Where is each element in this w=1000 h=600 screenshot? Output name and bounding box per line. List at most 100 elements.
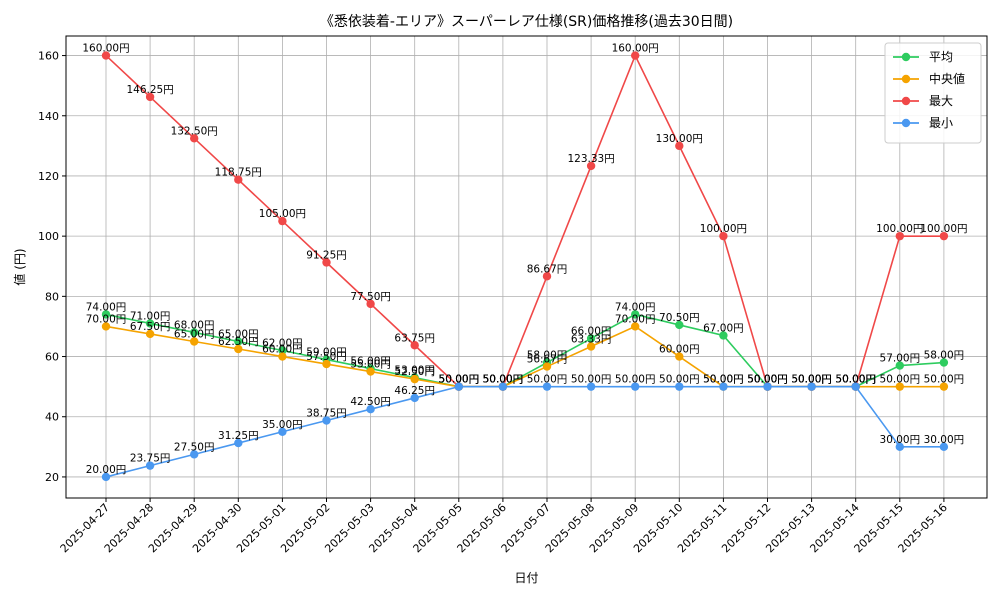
data-point (278, 427, 287, 436)
series-1: 70.00円67.50円65.00円62.50円60.00円57.50円55.0… (86, 313, 965, 391)
data-label: 86.67円 (527, 263, 568, 275)
data-label: 130.00円 (656, 133, 703, 145)
plot-frame (65, 35, 988, 499)
data-label: 50.00円 (747, 374, 788, 386)
data-label: 65.00円 (174, 328, 215, 340)
legend-label: 最大 (929, 94, 953, 108)
data-label: 50.00円 (747, 374, 788, 386)
data-label: 118.75円 (215, 167, 262, 179)
data-label: 91.25円 (306, 249, 347, 261)
y-tick-label: 160 (38, 50, 59, 63)
data-label: 50.00円 (747, 374, 788, 386)
data-point (675, 320, 684, 330)
data-point (586, 382, 596, 391)
y-axis-label: 値 (円) (12, 248, 27, 285)
data-point (101, 51, 111, 60)
data-label: 50.00円 (791, 374, 832, 386)
data-label: 50.00円 (835, 374, 876, 386)
data-label: 53.00円 (394, 365, 435, 377)
legend-label: 中央値 (929, 71, 965, 86)
data-label: 55.00円 (350, 359, 391, 371)
data-label: 100.00円 (876, 223, 923, 235)
data-point (631, 310, 640, 319)
data-point (763, 382, 772, 391)
data-label: 67.50円 (130, 321, 171, 333)
data-point (190, 134, 199, 143)
data-label: 65.00円 (218, 328, 259, 340)
legend-label: 最小 (929, 116, 953, 130)
data-label: 132.50円 (171, 125, 218, 137)
data-label: 100.00円 (920, 223, 967, 235)
data-point (410, 393, 419, 403)
data-label: 59.00円 (306, 347, 347, 359)
data-point (631, 322, 640, 331)
y-tick-label: 40 (45, 411, 59, 424)
data-label: 46.25円 (394, 385, 435, 397)
data-label: 70.00円 (615, 313, 656, 325)
data-point (410, 341, 419, 350)
data-point (145, 319, 155, 328)
data-label: 50.00円 (703, 374, 744, 386)
data-label: 60.00円 (262, 344, 303, 356)
data-label: 30.00円 (924, 434, 965, 446)
data-point (498, 382, 508, 391)
data-label: 50.00円 (439, 374, 480, 386)
data-label: 100.00円 (700, 223, 747, 235)
data-point (895, 382, 904, 391)
data-label: 50.00円 (483, 374, 524, 386)
data-point (675, 141, 684, 151)
data-point (322, 416, 331, 425)
data-label: 123.33円 (567, 153, 614, 165)
data-label: 50.00円 (439, 374, 480, 386)
data-point (675, 382, 684, 391)
data-point (586, 342, 596, 351)
data-label: 50.00円 (835, 374, 876, 386)
data-label: 50.00円 (924, 374, 965, 386)
data-label: 50.00円 (880, 374, 921, 386)
data-label: 57.50円 (306, 351, 347, 363)
data-point (719, 382, 728, 391)
chart-title: 《悉依装着-エリア》スーパーレア仕様(SR)価格推移(過去30日間) (320, 14, 733, 30)
data-label: 56.67円 (527, 354, 568, 366)
data-point (631, 51, 640, 60)
data-point (895, 231, 904, 241)
y-axis: 20 40 60 80 100 120 140 160 (38, 50, 66, 484)
data-point (675, 352, 684, 361)
data-point (366, 405, 375, 414)
data-label: 146.25円 (126, 84, 173, 96)
data-point (586, 161, 596, 171)
data-point (366, 299, 375, 309)
data-label: 63.33円 (571, 334, 612, 346)
data-label: 63.75円 (394, 332, 435, 344)
data-label: 50.00円 (483, 374, 524, 386)
data-point (939, 442, 949, 452)
series-layer: 74.00円71.00円68.00円65.00円62.00円59.00円56.0… (82, 43, 968, 482)
data-label: 50.00円 (791, 374, 832, 386)
data-label: 50.00円 (791, 374, 832, 386)
data-label: 62.00円 (262, 338, 303, 350)
legend-marker (901, 52, 911, 62)
y-tick-label: 80 (45, 290, 59, 303)
data-point (895, 361, 904, 370)
data-label: 70.50円 (659, 312, 700, 324)
legend-label: 平均 (929, 50, 953, 64)
data-label: 74.00円 (86, 301, 127, 313)
data-point (631, 382, 640, 391)
data-label: 50.00円 (659, 374, 700, 386)
data-label: 67.00円 (703, 322, 744, 334)
data-point (101, 310, 111, 319)
series-3: 20.00円23.75円27.50円31.25円35.00円38.75円42.5… (86, 374, 965, 482)
data-point (234, 344, 243, 354)
data-label: 71.00円 (130, 310, 171, 322)
data-label: 160.00円 (612, 43, 659, 55)
legend-marker (901, 74, 911, 84)
data-point (322, 359, 331, 369)
data-label: 105.00円 (259, 208, 306, 220)
data-point (101, 322, 111, 331)
data-point (454, 382, 463, 391)
data-point (807, 382, 816, 391)
data-point (234, 438, 243, 448)
data-point (410, 374, 419, 384)
